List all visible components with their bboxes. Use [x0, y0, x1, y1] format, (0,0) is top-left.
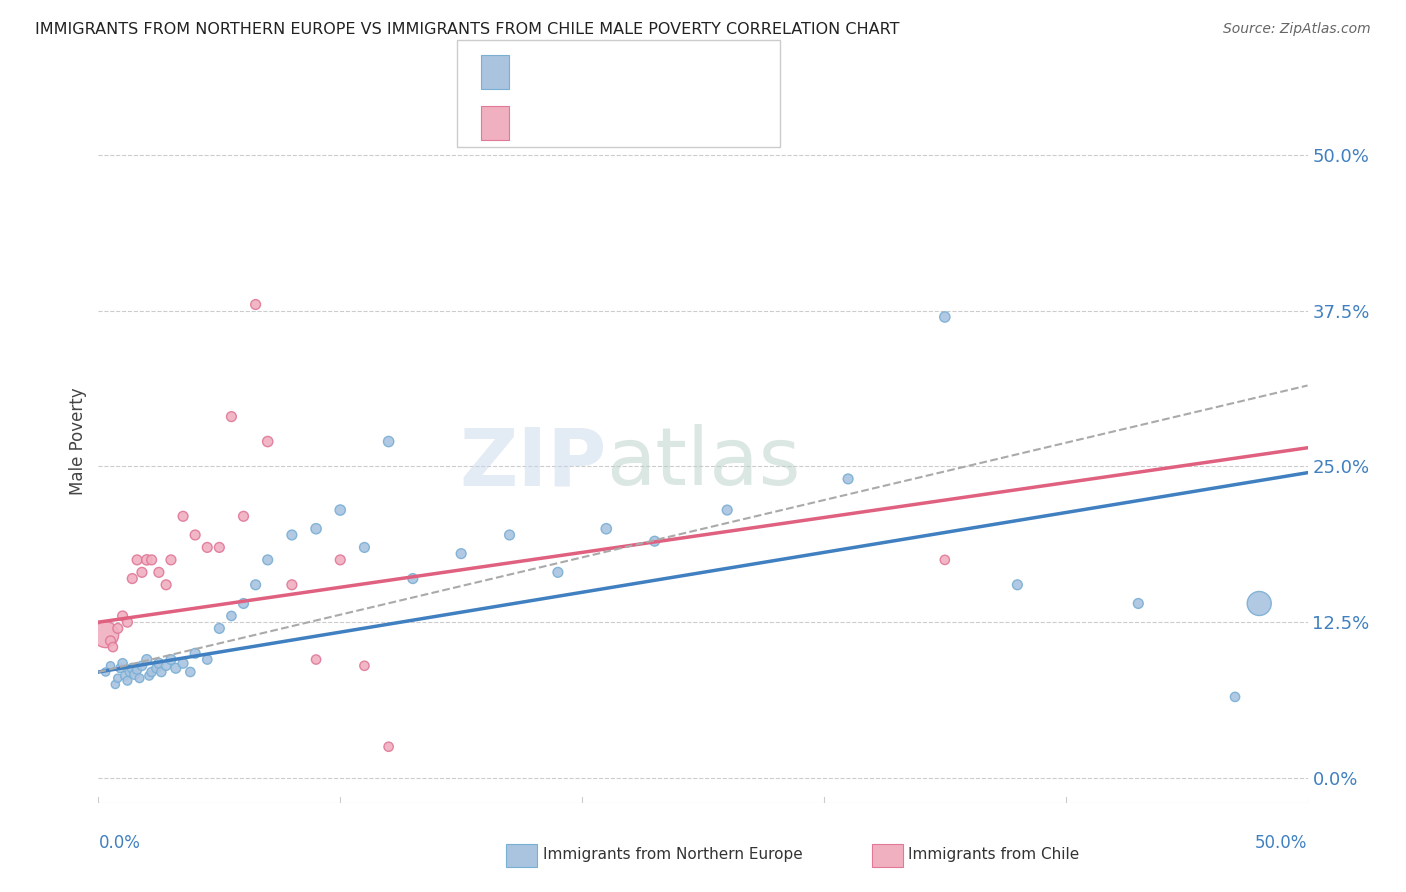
Point	[221, 409, 243, 424]
Point	[256, 434, 278, 449]
Point	[1249, 597, 1271, 611]
Text: R =: R =	[523, 114, 562, 132]
Point	[329, 553, 352, 567]
Point	[934, 310, 956, 324]
Point	[145, 661, 167, 675]
Point	[155, 658, 177, 673]
Text: 28: 28	[664, 113, 690, 133]
Point	[329, 503, 352, 517]
Point	[232, 597, 254, 611]
Point	[127, 663, 149, 677]
Point	[107, 621, 129, 635]
Point	[111, 609, 134, 624]
Text: 50: 50	[664, 62, 690, 81]
Point	[165, 661, 187, 675]
Point	[256, 553, 278, 567]
Point	[131, 566, 153, 580]
Point	[121, 661, 143, 675]
Point	[117, 673, 139, 688]
Point	[114, 669, 136, 683]
Text: atlas: atlas	[606, 425, 800, 502]
Text: 0.0%: 0.0%	[98, 834, 141, 852]
Point	[100, 658, 122, 673]
Point	[208, 621, 231, 635]
Point	[160, 553, 183, 567]
Text: Immigrants from Chile: Immigrants from Chile	[908, 847, 1080, 862]
Point	[107, 671, 129, 685]
Point	[150, 665, 173, 679]
Point	[1007, 578, 1029, 592]
Point	[101, 640, 124, 654]
Text: R =: R =	[523, 63, 562, 81]
Point	[118, 665, 141, 679]
Point	[305, 652, 328, 666]
Text: 0.316: 0.316	[554, 114, 605, 132]
Point	[127, 553, 149, 567]
Point	[117, 615, 139, 630]
Point	[94, 627, 117, 641]
Point	[100, 633, 122, 648]
Text: ZIP: ZIP	[458, 425, 606, 502]
Text: N =: N =	[610, 63, 662, 81]
Point	[232, 509, 254, 524]
Point	[716, 503, 738, 517]
Point	[208, 541, 231, 555]
Point	[934, 553, 956, 567]
Point	[547, 566, 569, 580]
Point	[135, 652, 157, 666]
Point	[644, 534, 666, 549]
Point	[155, 578, 177, 592]
Point	[195, 541, 218, 555]
Point	[377, 434, 399, 449]
Point	[353, 541, 375, 555]
Point	[172, 657, 194, 671]
Text: IMMIGRANTS FROM NORTHERN EUROPE VS IMMIGRANTS FROM CHILE MALE POVERTY CORRELATIO: IMMIGRANTS FROM NORTHERN EUROPE VS IMMIG…	[35, 22, 900, 37]
Point	[104, 677, 127, 691]
Point	[121, 572, 143, 586]
Point	[281, 578, 304, 592]
Point	[245, 297, 267, 311]
Point	[135, 553, 157, 567]
Point	[221, 609, 243, 624]
Text: Immigrants from Northern Europe: Immigrants from Northern Europe	[543, 847, 803, 862]
Point	[131, 658, 153, 673]
Point	[402, 572, 425, 586]
Point	[195, 652, 218, 666]
Point	[160, 652, 183, 666]
Text: 50.0%: 50.0%	[1256, 834, 1308, 852]
Point	[141, 553, 163, 567]
Point	[184, 528, 207, 542]
Point	[138, 669, 160, 683]
Text: N =: N =	[610, 114, 662, 132]
Point	[111, 657, 134, 671]
Point	[1128, 597, 1150, 611]
Point	[179, 665, 201, 679]
Point	[184, 646, 207, 660]
Point	[498, 528, 520, 542]
Point	[595, 522, 617, 536]
Point	[148, 566, 170, 580]
Point	[305, 522, 328, 536]
Point	[128, 671, 150, 685]
Point	[172, 509, 194, 524]
Text: Source: ZipAtlas.com: Source: ZipAtlas.com	[1223, 22, 1371, 37]
Point	[141, 665, 163, 679]
Y-axis label: Male Poverty: Male Poverty	[69, 388, 87, 495]
Point	[148, 657, 170, 671]
Point	[124, 667, 146, 681]
Point	[1223, 690, 1246, 704]
Point	[108, 661, 131, 675]
Point	[450, 547, 472, 561]
Point	[837, 472, 859, 486]
Point	[245, 578, 267, 592]
Text: 0.360: 0.360	[554, 63, 605, 81]
Point	[94, 665, 117, 679]
Point	[353, 658, 375, 673]
Point	[377, 739, 399, 754]
Point	[281, 528, 304, 542]
